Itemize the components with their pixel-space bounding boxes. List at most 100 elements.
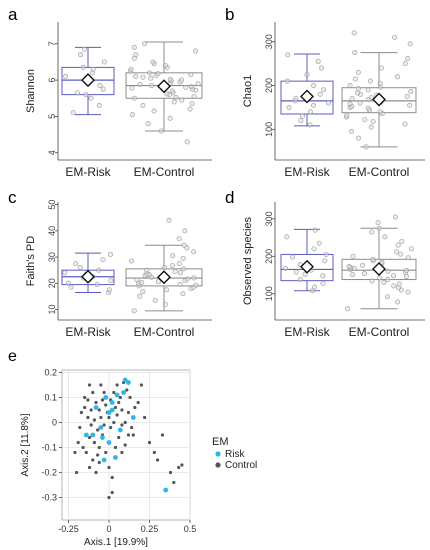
data-point (369, 229, 375, 235)
mean-diamond (81, 269, 95, 284)
control-point (104, 403, 108, 407)
control-point (115, 383, 119, 387)
control-point (79, 410, 84, 415)
control-point (87, 465, 92, 470)
data-point (152, 297, 158, 303)
risk-point (106, 410, 112, 415)
data-point (376, 225, 382, 231)
x-tick-label: 0.25 (141, 524, 159, 534)
data-point (392, 34, 398, 40)
control-point (96, 428, 100, 432)
data-point (184, 276, 190, 282)
y-tick-label: 6 (47, 78, 57, 83)
data-point (300, 113, 306, 119)
data-point (193, 282, 199, 288)
data-point (385, 277, 391, 283)
data-point (362, 117, 368, 123)
data-point (311, 102, 317, 108)
y-axis-label: Observed species (242, 216, 254, 305)
data-point (405, 55, 411, 61)
data-point (180, 255, 186, 261)
data-point (381, 280, 387, 286)
data-point (377, 80, 383, 86)
data-point (134, 277, 140, 283)
category-label: EM-Control (349, 325, 410, 339)
data-point (100, 86, 106, 92)
legend-control-swatch (215, 462, 221, 468)
data-point (399, 238, 405, 244)
em-control-box-group (341, 30, 417, 150)
data-point (100, 257, 106, 263)
risk-point (109, 400, 115, 405)
control-point (102, 423, 106, 427)
data-point (129, 85, 135, 91)
panel-label-b: b (225, 5, 234, 24)
em-risk-box-group (280, 227, 334, 294)
data-point (162, 265, 168, 271)
control-point (97, 460, 101, 465)
data-point (363, 144, 369, 150)
control-point (118, 395, 122, 400)
data-point (317, 91, 323, 97)
control-point (94, 470, 98, 475)
control-point (126, 410, 131, 415)
control-point (73, 450, 77, 455)
control-point (92, 418, 97, 422)
data-point (179, 97, 185, 103)
data-point (183, 84, 189, 90)
risk-point (101, 457, 107, 463)
data-point (405, 255, 411, 261)
data-point (397, 251, 403, 257)
data-point (349, 96, 355, 102)
control-point (107, 415, 111, 420)
data-point (171, 99, 177, 105)
control-point (86, 398, 90, 402)
data-point (142, 41, 148, 47)
data-point (73, 261, 79, 267)
x-tick-label: 0.5 (184, 524, 197, 534)
x-axis-label: Axis.1 [19.9%] (84, 537, 148, 548)
control-point (81, 445, 85, 450)
y-axis-label: Axis.2 [11.8%] (20, 413, 31, 476)
control-point (152, 450, 156, 455)
data-point (403, 274, 409, 280)
data-point (323, 251, 329, 257)
data-point (297, 277, 303, 283)
control-point (160, 433, 165, 437)
y-tick-label: 10 (47, 305, 57, 315)
data-point (347, 83, 353, 89)
y-tick-label: 300 (264, 34, 274, 49)
data-point (391, 283, 397, 289)
data-point (360, 262, 366, 268)
control-point (100, 398, 105, 402)
data-point (404, 93, 410, 99)
y-tick-label: 40 (47, 226, 57, 236)
data-point (133, 52, 139, 58)
data-point (172, 268, 178, 274)
y-tick-label: 30 (47, 252, 57, 262)
mean-diamond (81, 73, 95, 88)
risk-point (109, 407, 115, 413)
y-tick-label: -0.1 (41, 443, 57, 453)
category-label: EM-Control (349, 165, 410, 179)
control-point (107, 495, 111, 500)
x-tick-label: 0 (106, 524, 111, 534)
risk-point (103, 395, 109, 400)
risk-point (100, 435, 105, 440)
data-point (179, 77, 185, 83)
data-point (90, 66, 96, 72)
risk-point (121, 390, 126, 395)
data-point (167, 76, 173, 82)
control-point (87, 383, 92, 387)
data-point (63, 73, 69, 79)
data-point (312, 284, 318, 290)
data-point (407, 102, 413, 108)
data-point (322, 258, 328, 264)
data-point (176, 261, 182, 267)
data-point (379, 259, 385, 265)
data-point (298, 118, 304, 124)
control-point (110, 490, 114, 495)
data-point (137, 81, 143, 87)
control-point (91, 390, 95, 395)
